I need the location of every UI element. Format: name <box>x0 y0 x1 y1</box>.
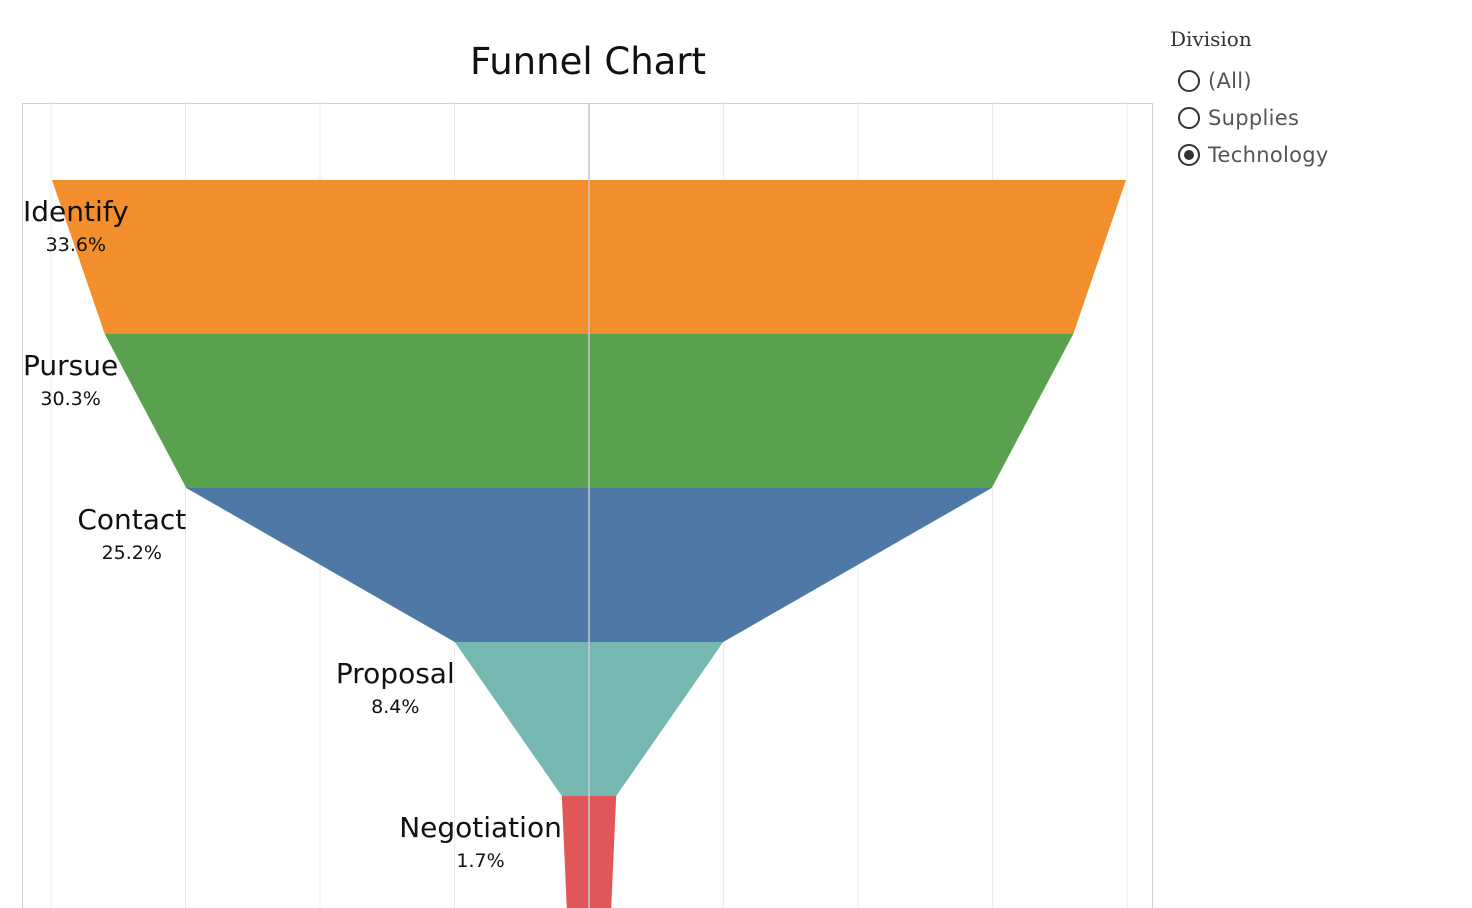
radio-button-icon[interactable] <box>1178 69 1200 92</box>
radio-button-icon[interactable] <box>1178 106 1200 129</box>
filter-option-all[interactable]: (All) <box>1170 62 1460 99</box>
stage-value-negotiation: 1.7% <box>456 850 504 872</box>
stage-value-pursue: 30.3% <box>40 388 100 410</box>
radio-button-selected-icon[interactable] <box>1178 143 1200 166</box>
stage-value-identify: 33.6% <box>46 234 106 256</box>
funnel-chart: Identify 33.6% Pursue 30.3% Contact 25.2% Prop… <box>23 103 1128 908</box>
stage-value-contact: 25.2% <box>102 542 162 564</box>
filter-title: Division <box>1170 27 1252 51</box>
stage-label-identify: Identify <box>23 195 129 228</box>
stage-labels: Identify 33.6% Pursue 30.3% Contact 25.2% Prop… <box>23 195 562 872</box>
stage-label-pursue: Pursue <box>23 349 118 382</box>
plot-area <box>22 103 1153 908</box>
chart-title: Funnel Chart <box>469 40 707 83</box>
stage-label-proposal: Proposal <box>336 657 455 690</box>
filter-option-label: Technology <box>1208 142 1329 167</box>
division-filter: Division (All) Supplies Technology <box>1170 26 1460 173</box>
filter-option-technology[interactable]: Technology <box>1170 136 1460 173</box>
filter-option-supplies[interactable]: Supplies <box>1170 99 1460 136</box>
stage-label-contact: Contact <box>77 503 186 536</box>
stage-label-negotiation: Negotiation <box>399 811 562 844</box>
radio-selected-dot <box>1184 149 1194 160</box>
filter-option-label: Supplies <box>1208 105 1300 130</box>
stage-value-proposal: 8.4% <box>371 696 419 718</box>
filter-option-label: (All) <box>1208 68 1252 93</box>
